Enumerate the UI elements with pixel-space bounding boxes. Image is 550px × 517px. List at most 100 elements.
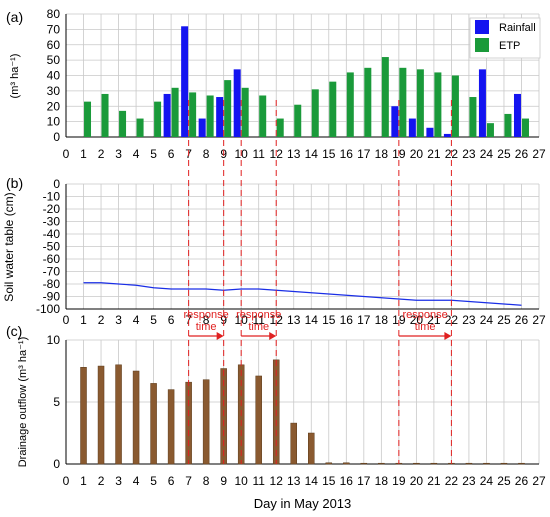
drainage-bar [465,462,473,465]
etp-bar [451,75,459,137]
y-tick-label: 0 [53,130,60,144]
y-tick-label: -100 [36,302,60,316]
rainfall-bar [408,118,416,137]
drainage-bar [132,370,140,465]
x-tick-label: 26 [515,147,529,161]
x-tick-label: 25 [497,474,511,488]
drainage-bar [360,462,368,465]
etp-bar [486,123,494,137]
rainfall-bar [198,118,206,137]
y-tick-label: 40 [47,69,61,83]
y-tick-label: 60 [47,38,61,52]
drainage-bar [202,379,210,465]
response-label: time [248,321,269,333]
y-tick-label: -80 [43,277,61,291]
rainfall-bar [163,93,171,137]
x-tick-label: 8 [203,474,210,488]
etp-bar [259,95,267,137]
rainfall-bar [391,106,399,137]
x-tick-label: 4 [133,313,140,327]
etp-bar [206,95,214,137]
x-axis-label: Day in May 2013 [254,496,352,511]
drainage-bar [413,462,420,465]
x-tick-label: 6 [168,313,175,327]
y-tick-label: -10 [43,190,61,204]
x-tick-label: 3 [115,313,122,327]
x-tick-label: 21 [427,474,441,488]
x-tick-label: 6 [168,147,175,161]
y-tick-label: -70 [43,265,61,279]
x-tick-label: 21 [427,147,441,161]
x-tick-label: 21 [427,313,441,327]
panel-label: (a) [6,9,23,25]
legend-swatch-rainfall [475,20,489,34]
x-tick-label: 22 [445,474,459,488]
y-tick-label: -90 [43,290,61,304]
etp-bar [364,67,372,137]
drainage-bar [167,389,175,465]
rainfall-bar [513,93,521,137]
x-tick-label: 17 [357,313,371,327]
panel-label: (b) [6,175,23,191]
x-tick-label: 23 [462,474,476,488]
x-tick-label: 17 [357,474,371,488]
y-tick-label: 5 [53,395,60,409]
rainfall-bar [426,127,434,137]
legend-label-rainfall: Rainfall [499,22,536,34]
etp-bar [84,101,92,137]
etp-bar [434,72,442,137]
response-arrowhead [216,332,224,340]
etp-bar [469,97,477,137]
drainage-bar [150,383,157,465]
y-tick-label: -40 [43,227,61,241]
x-tick-label: 13 [287,313,301,327]
response-arrowhead [444,332,452,340]
x-tick-label: 8 [203,313,210,327]
rainfall-bar [181,26,189,137]
x-tick-label: 11 [252,313,265,327]
x-tick-label: 10 [235,474,249,488]
drainage-bar [483,462,490,465]
x-tick-label: 0 [63,313,70,327]
x-tick-label: 20 [410,313,424,327]
x-tick-label: 20 [410,147,424,161]
response-label: time [196,321,217,333]
x-tick-label: 6 [168,474,175,488]
x-tick-label: 26 [515,474,529,488]
x-tick-label: 15 [322,313,336,327]
rainfall-bar [216,97,224,137]
x-tick-label: 1 [80,147,87,161]
legend-swatch-etp [475,38,489,52]
x-tick-label: 13 [287,474,301,488]
x-tick-label: 13 [287,147,301,161]
drainage-bar [500,462,508,465]
response-label: response [184,309,229,321]
response-label: time [415,321,436,333]
x-tick-label: 27 [532,313,546,327]
x-tick-label: 5 [150,313,157,327]
response-label: response [402,309,447,321]
y-tick-label: 10 [47,115,61,129]
x-tick-label: 1 [80,313,87,327]
drainage-bar [308,432,315,465]
x-tick-label: 24 [480,147,494,161]
x-tick-label: 23 [462,147,476,161]
etp-bar [154,101,162,137]
response-label: response [236,309,281,321]
etp-bar [416,69,424,137]
y-tick-label: -30 [43,215,61,229]
x-tick-label: 0 [63,147,70,161]
x-tick-label: 0 [63,474,70,488]
y-tick-label: 50 [47,53,61,67]
x-tick-label: 1 [80,474,87,488]
y-tick-label: 0 [53,177,60,191]
y-tick-label: 0 [53,457,60,471]
etp-bar [381,57,389,137]
y-tick-label: -20 [43,202,61,216]
x-tick-label: 23 [462,313,476,327]
x-tick-label: 4 [133,147,140,161]
drainage-bar [518,462,525,465]
x-tick-label: 18 [375,313,389,327]
x-tick-label: 12 [270,474,284,488]
